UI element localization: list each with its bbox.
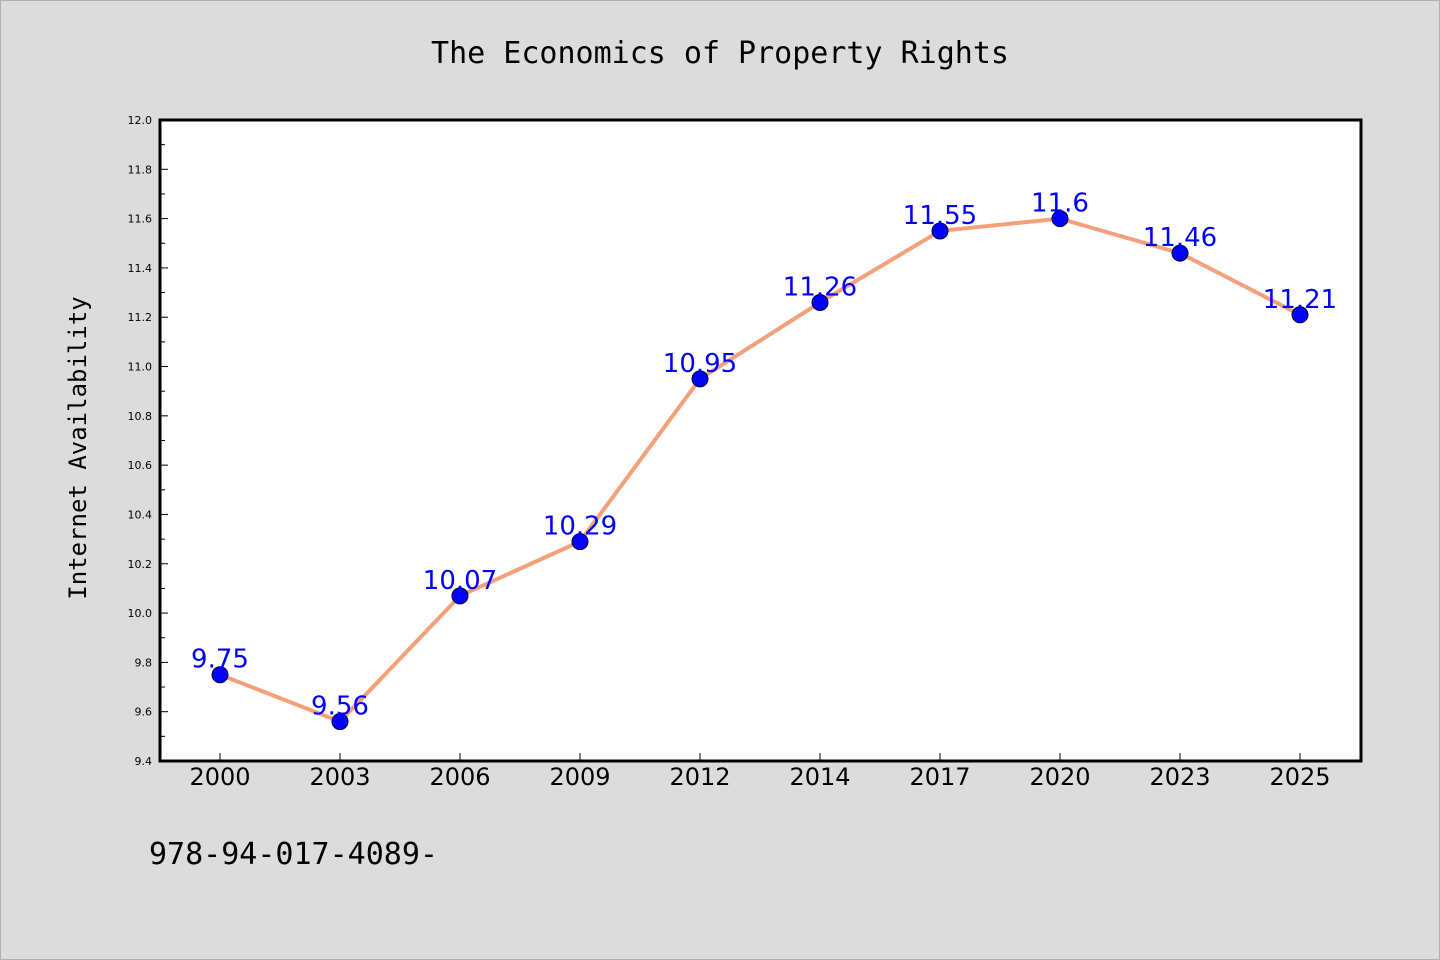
data-label: 11.46 [1143,223,1217,253]
x-tick-label: 2017 [909,763,970,791]
x-tick-label: 2023 [1149,763,1210,791]
y-tick-label: 11.6 [128,213,153,226]
x-tick-label: 2020 [1029,763,1090,791]
y-tick-label: 10.4 [128,508,153,521]
data-label: 11.55 [903,201,977,231]
y-tick-label: 10.2 [128,558,153,571]
x-tick-label: 2003 [309,763,370,791]
y-tick-label: 9.8 [135,656,153,669]
data-label: 10.29 [543,512,617,542]
data-point [571,533,589,551]
y-tick-label: 9.4 [135,755,153,768]
data-point [211,666,229,684]
data-point [691,370,709,388]
y-tick-label: 12.0 [128,114,153,127]
isbn-text: 978-94-017-4089- [149,837,438,872]
y-tick-label: 11.4 [128,262,153,275]
x-tick-label: 2025 [1269,763,1330,791]
y-tick-label: 9.6 [135,706,153,719]
data-point [331,713,349,731]
data-label: 9.75 [191,645,249,675]
data-label: 10.07 [423,566,497,596]
x-tick-label: 2012 [669,763,730,791]
data-point [1291,306,1309,324]
data-label: 9.56 [311,692,369,722]
x-axis: 2000 2003 2006 2009 2012 2014 2017 2020 2023 2025 [189,753,1331,791]
y-axis-label: Internet Availability [64,296,92,599]
data-point [1051,210,1069,228]
data-label: 10.95 [663,349,737,379]
series-line [218,216,1302,724]
data-label: 11.26 [783,272,857,302]
x-tick-label: 2009 [549,763,610,791]
data-point [1171,244,1189,262]
x-tick-label: 2006 [429,763,490,791]
x-tick-label: 2014 [789,763,850,791]
data-labels: 9.75 9.56 10.07 10.29 10.95 11.26 11.55 11.6 11.… [191,189,1337,722]
y-tick-label: 11.2 [128,311,153,324]
y-tick-label: 11.8 [128,163,153,176]
y-tick-label: 10.0 [128,607,153,620]
data-point [931,222,949,240]
y-tick-label: 10.6 [128,459,153,472]
data-point [451,587,469,605]
data-label: 11.6 [1031,189,1089,219]
data-point [811,293,829,311]
x-tick-label: 2000 [189,763,250,791]
chart-title: The Economics of Property Rights [431,36,1009,71]
data-label: 11.21 [1263,285,1337,315]
data-markers [211,210,1309,731]
y-tick-label: 10.8 [128,410,153,423]
y-axis: 9.4 9.6 9.8 10.0 10.2 10.4 10.6 10.8 11.0 11.2 11.… [128,114,168,768]
y-tick-label: 11.0 [128,361,153,374]
plot-area [158,118,1363,763]
